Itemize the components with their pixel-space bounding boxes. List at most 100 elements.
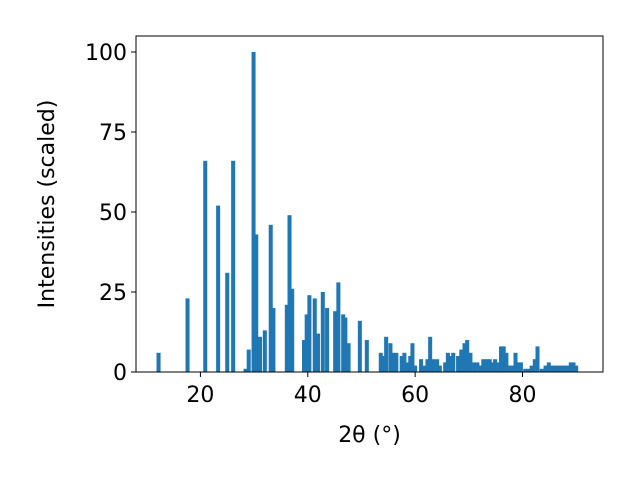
bar	[468, 352, 473, 372]
bar	[271, 308, 276, 372]
bar	[336, 282, 341, 372]
bar	[231, 160, 236, 372]
bar	[357, 320, 362, 372]
bar	[391, 352, 396, 372]
bar	[225, 272, 230, 372]
bar	[475, 362, 480, 372]
bar	[539, 368, 544, 372]
bar	[481, 359, 486, 372]
bar	[509, 365, 514, 372]
bar	[381, 356, 386, 372]
bar	[499, 346, 504, 372]
bar	[408, 356, 413, 372]
bar	[185, 298, 190, 372]
bar	[543, 365, 548, 372]
bar	[325, 308, 330, 372]
bar	[284, 304, 289, 372]
y-tick-label: 25	[99, 281, 127, 306]
bar	[304, 314, 309, 372]
bar	[333, 311, 338, 372]
y-tick-label: 100	[85, 41, 127, 66]
bar	[504, 352, 509, 372]
bar	[312, 298, 317, 372]
bar	[448, 356, 453, 372]
y-tick-label: 0	[113, 361, 127, 386]
bar	[216, 205, 221, 372]
bar	[516, 362, 521, 372]
bar	[484, 359, 489, 372]
bar	[559, 365, 564, 372]
bar	[254, 234, 259, 372]
x-tick-label: 40	[294, 383, 322, 408]
bar	[268, 224, 273, 372]
bar	[341, 314, 346, 372]
bar	[364, 340, 369, 372]
bar	[552, 365, 557, 372]
bar	[419, 359, 424, 372]
bar	[203, 160, 208, 372]
bar	[445, 352, 450, 372]
bar	[532, 359, 537, 372]
bar	[555, 365, 560, 372]
y-tick-label: 50	[99, 201, 127, 226]
bar	[493, 359, 498, 372]
bar	[394, 352, 399, 372]
bar	[462, 343, 467, 372]
bar	[523, 368, 528, 372]
bar	[315, 333, 320, 372]
bar	[518, 362, 523, 372]
bar	[513, 352, 518, 372]
bar	[343, 317, 348, 372]
bar	[251, 52, 256, 372]
bar	[410, 343, 415, 372]
bar	[529, 365, 534, 372]
y-tick-label: 75	[99, 121, 127, 146]
bar	[422, 365, 427, 372]
x-axis-ticks: 20 40 60 80	[186, 372, 536, 408]
bar	[535, 346, 540, 372]
bar	[562, 365, 567, 372]
bar-series	[156, 52, 579, 372]
x-tick-label: 20	[186, 383, 214, 408]
bar	[413, 365, 418, 372]
bar	[435, 359, 440, 372]
bar	[487, 359, 492, 372]
bar	[402, 352, 407, 372]
plot-frame	[135, 35, 604, 373]
bar	[574, 365, 579, 372]
bar	[443, 362, 448, 372]
bar	[549, 365, 555, 372]
bar	[428, 336, 433, 372]
bar	[437, 365, 442, 372]
bar	[399, 356, 404, 372]
bar	[472, 362, 477, 372]
bar	[257, 336, 263, 372]
bar	[490, 362, 495, 372]
bar	[507, 365, 512, 372]
bar	[565, 365, 570, 372]
bar	[320, 292, 325, 372]
bar	[262, 330, 267, 372]
bar	[346, 343, 351, 372]
bar	[478, 365, 483, 372]
bar	[388, 343, 393, 372]
y-axis-label: Intensities (scaled)	[35, 100, 60, 309]
bar	[568, 362, 573, 372]
bar	[571, 362, 576, 372]
bar	[425, 359, 430, 372]
bar	[246, 349, 251, 372]
bar	[290, 288, 295, 372]
bar	[405, 362, 410, 372]
bar	[456, 356, 461, 372]
bar	[546, 362, 551, 372]
bar	[459, 349, 464, 372]
bar	[302, 340, 307, 372]
bar	[526, 368, 531, 372]
bar	[451, 352, 456, 372]
bar	[495, 362, 500, 372]
x-tick-label: 80	[508, 383, 536, 408]
bar	[243, 368, 248, 372]
bar	[156, 352, 161, 372]
y-axis-ticks: 0 25 50 75 100	[85, 41, 136, 386]
